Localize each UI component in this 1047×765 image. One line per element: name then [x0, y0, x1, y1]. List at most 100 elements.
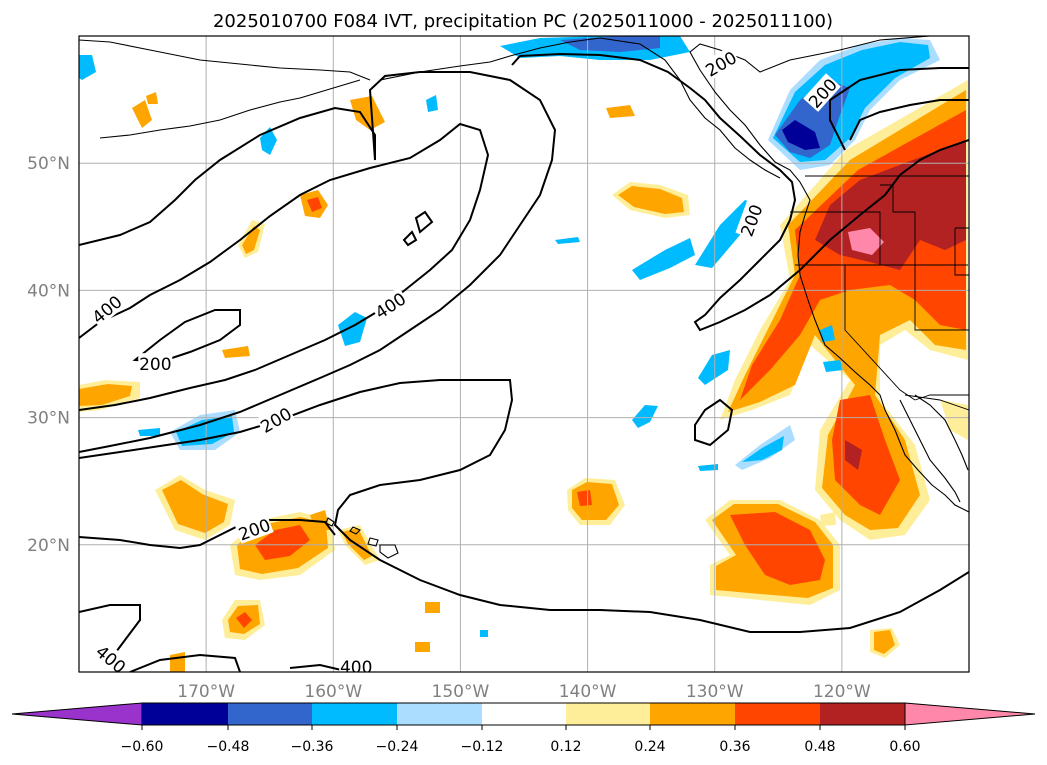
coast-hawaii-3 [367, 537, 379, 547]
colorbar-tick-label: 0.60 [889, 739, 920, 755]
contour-label-bg [339, 655, 374, 672]
coastlines [79, 36, 969, 559]
contour-400-small-2 [402, 230, 418, 247]
longitude-tick-labels: 170°W 160°W 150°W 140°W 130°W 120°W [177, 682, 871, 702]
colorbar-tick-label: 0.36 [719, 739, 750, 755]
contour-label-bg [803, 73, 841, 112]
shade-orange-patch-4c [236, 612, 252, 628]
lon-tick-label: 120°W [813, 682, 871, 702]
border-mt [954, 227, 969, 276]
shade-orange-patch-12 [132, 100, 152, 128]
contour-label-group: 400 [339, 655, 374, 672]
shade-cyan-patch-1b [176, 416, 234, 446]
shade-cyan-patch-5 [79, 55, 96, 80]
shade-orange-patch-5c [577, 490, 592, 506]
colorbar-segment [397, 703, 482, 725]
contour-200-inner [132, 309, 241, 364]
lon-tick-label: 140°W [559, 682, 617, 702]
shade-cyan-streak-6 [742, 436, 784, 462]
latitude-tick-labels: 20°N 30°N 40°N 50°N [27, 154, 70, 556]
contour-label-bg [138, 353, 173, 374]
shade-orange-patch-15 [606, 105, 635, 118]
colorbar-outline [142, 702, 905, 726]
contour-200-south [79, 379, 969, 633]
shade-cyan-patch-2 [338, 312, 367, 346]
coast-north-america [689, 36, 969, 513]
contour-label-bg [234, 513, 274, 544]
colorbar-segment [566, 703, 650, 725]
shade-orange-patch-18 [425, 602, 440, 613]
colorbar-segment [228, 703, 312, 725]
contour-400-north [79, 122, 490, 411]
shade-cyan-small-3 [823, 360, 843, 372]
shade-cyan-patch-4 [426, 95, 438, 112]
colorbar-tick-label: 0.48 [804, 739, 835, 755]
border-ca-az [914, 394, 969, 401]
contour-200-southwest [79, 519, 336, 550]
lon-tick-label: 130°W [686, 682, 744, 702]
shade-cyan-small-4 [820, 325, 835, 342]
shade-orange-patch-13 [146, 92, 158, 104]
contour-label-bg [700, 45, 741, 81]
contour-label-bg [255, 402, 296, 437]
shade-cyan-small-2 [698, 464, 718, 471]
contour-label-bg [86, 290, 126, 328]
political-borders [790, 175, 969, 411]
colorbar-extend-high [904, 702, 1036, 726]
shade-orange-patch-11 [350, 96, 385, 130]
shade-orange-patch-9b [307, 197, 322, 212]
gridlines [79, 36, 969, 672]
contour-200-east-2 [829, 67, 969, 151]
lon-tick-label: 150°W [432, 682, 490, 702]
contour-label-bg [735, 200, 766, 240]
shade-west-coast-pink [848, 228, 884, 255]
shade-orange-patch-6b [618, 186, 684, 214]
colorbar-tick-label: −0.60 [121, 739, 164, 755]
colorbar-tick-label: −0.12 [461, 739, 504, 755]
contour-200-east-3 [849, 99, 969, 141]
shade-orange-patch-10b [242, 226, 260, 254]
lon-tick-label: 170°W [177, 682, 235, 702]
shade-bc-navy [782, 120, 820, 150]
shade-orange-patch-14 [222, 346, 250, 358]
border-us-mexico [904, 394, 969, 411]
coast-alaska-mainland [79, 39, 371, 81]
ivt-contours[interactable] [79, 52, 969, 672]
shade-orange-patch-3c [255, 525, 310, 560]
lat-tick-label: 40°N [27, 281, 70, 301]
colorbar-segment [482, 703, 566, 725]
contour-200-east-4 [694, 398, 734, 447]
map-frame [78, 35, 970, 673]
coast-baja [899, 394, 969, 503]
coast-se-alaska [599, 37, 781, 179]
lon-tick-label: 160°W [304, 682, 362, 702]
lat-tick-label: 20°N [27, 536, 70, 556]
colorbar-segment [820, 703, 905, 725]
plot-title: 2025010700 F084 IVT, precipitation PC (2… [213, 11, 833, 32]
shade-cyan-streak-1 [632, 238, 695, 280]
coast-hawaii-4 [379, 544, 399, 559]
colorbar-tick-label: 0.12 [550, 739, 581, 755]
shade-cyan-patch-7 [480, 630, 488, 637]
contour-label-group: 200 [138, 353, 173, 375]
contour-label-bg [91, 639, 131, 672]
colorbar[interactable]: −0.60 −0.48 −0.36 −0.24 −0.12 0.12 0.24 0.36 0.4… [11, 702, 1036, 755]
shade-sw-darkred [845, 440, 862, 470]
border-wa-or [790, 211, 881, 265]
contour-label-bg [370, 287, 410, 323]
colorbar-segment [142, 703, 228, 725]
colorbar-tick-label: −0.24 [376, 739, 419, 755]
border-nv-ut [914, 265, 969, 331]
lat-tick-label: 30°N [27, 409, 70, 429]
shade-orange-patch-7c [730, 512, 825, 585]
contour-200-north [79, 71, 557, 453]
contour-label: 200 [139, 355, 171, 375]
shade-orange-patch-19 [415, 642, 430, 652]
shade-cyan-small-1 [555, 237, 580, 244]
shade-orange-patch-21 [820, 512, 836, 526]
colorbar-extend-low [11, 702, 143, 726]
shade-coast-south-yellow [940, 400, 968, 440]
